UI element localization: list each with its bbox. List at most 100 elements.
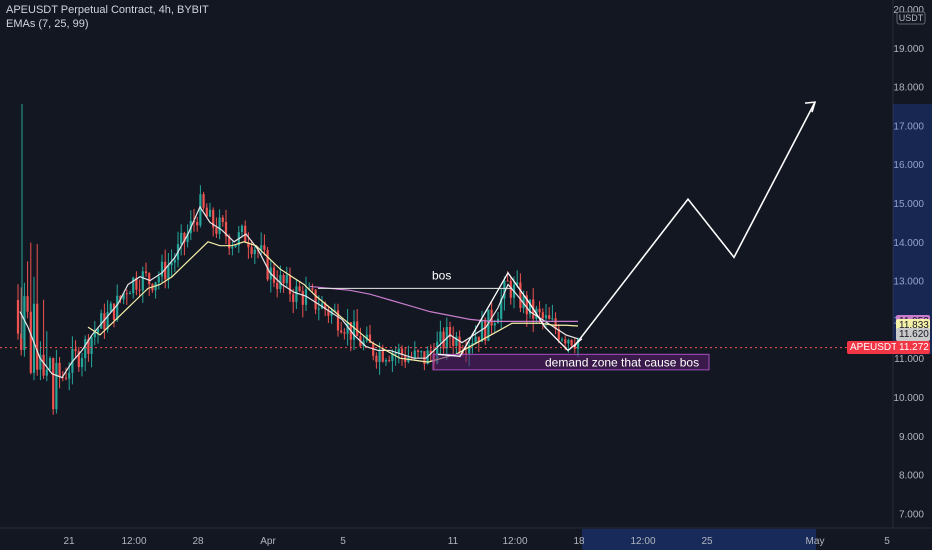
candle [560,337,564,342]
candle [55,349,58,414]
candle [221,215,224,227]
demand-zone-box[interactable] [432,353,710,371]
candle [356,309,359,337]
time-tick-label: 5 [340,536,346,547]
candle [272,262,276,288]
candle [480,310,484,342]
forecast-path[interactable] [573,101,816,348]
candle [202,191,205,211]
structure-zigzag[interactable] [437,271,583,357]
ema-99-line [309,285,578,322]
candle [58,356,61,389]
candle [170,249,173,278]
candle [180,224,183,256]
candle [87,334,90,362]
candle [48,356,52,373]
candle [509,276,512,305]
candle [148,272,151,297]
candle [381,344,384,363]
currency-label: USDT [899,13,924,23]
time-tick-label: 12:00 [502,536,527,547]
candle [333,303,336,313]
candle [125,289,128,305]
candle [167,252,170,289]
price-tick-label: 15.000 [893,199,924,210]
candle [352,309,356,351]
candle [205,203,208,217]
candle [173,253,176,273]
time-tick-label: 5 [884,536,890,547]
candle [557,324,560,344]
candle [234,244,237,248]
candle [413,341,416,361]
candle [29,242,32,375]
candle [388,355,391,363]
candle [282,273,285,293]
candle [477,336,480,352]
candle [77,346,80,372]
candle [74,340,77,359]
candle [279,265,282,293]
candle [391,349,394,373]
candle [116,284,119,322]
candle [368,325,372,344]
candle [343,328,346,340]
time-range-highlight [582,529,816,550]
time-tick-label: 12:00 [121,536,146,547]
price-badge: 11.620 [896,327,930,341]
price-tick-label: 8.000 [899,471,924,482]
candle [375,352,378,369]
price-tick-label: 20.000 [893,5,924,16]
candle [548,307,551,320]
indicator-legend: EMAs (7, 25, 99) [6,18,89,30]
candle [112,303,116,328]
candle [400,345,404,366]
candle [26,261,29,319]
candle [455,331,458,355]
candle [93,320,96,346]
candle [314,289,317,315]
candle [311,283,314,294]
candle [132,276,135,299]
ema-25-line [87,241,579,363]
price-tick-label: 7.000 [899,509,924,520]
candle [304,276,308,311]
candle [64,367,68,381]
candle [336,303,340,337]
candle [224,209,228,245]
candle [240,224,244,238]
candle [16,284,20,340]
symbol-price-tag: APEUSDT [847,341,901,355]
candle [122,292,125,305]
candle [80,352,84,377]
candle [250,239,253,258]
time-tick-label: 11 [448,536,459,547]
candle [160,254,164,283]
drawings-layer: demand zone that cause bos bos [0,101,893,371]
candle [20,287,23,356]
candle [378,342,381,375]
candle [327,306,330,323]
candle [109,301,112,313]
time-tick-label: 25 [701,536,713,547]
bos-label: bos [432,268,451,282]
candle [554,312,557,335]
candle [452,326,455,354]
ema-layer [19,205,579,379]
candle [231,241,234,256]
candle [285,266,288,288]
candle [570,339,573,348]
time-tick-label: Apr [260,536,276,547]
candle [551,304,554,321]
candle [288,267,292,302]
price-badge: 11.272 [896,341,930,355]
price-tick-label: 11.000 [894,354,924,365]
candle [218,209,221,240]
candle [52,357,55,415]
candle [128,290,132,295]
candle [183,231,186,256]
price-tick-label: 17.000 [893,121,924,132]
